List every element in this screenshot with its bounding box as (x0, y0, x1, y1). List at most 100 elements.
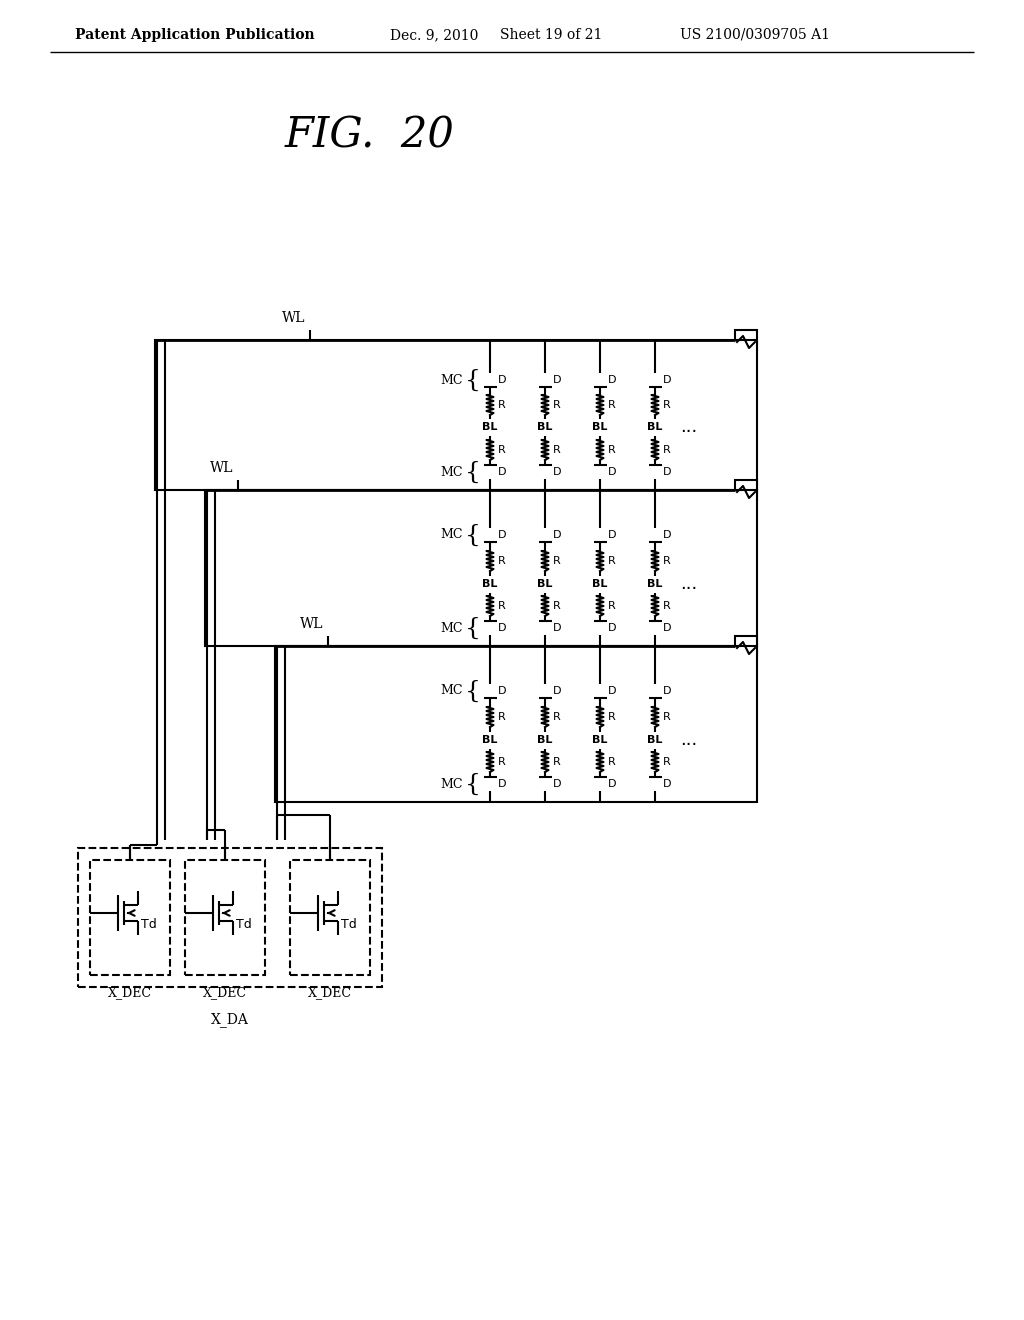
Text: BL: BL (647, 735, 663, 744)
Bar (532, 731, 558, 748)
Text: D: D (498, 779, 507, 789)
Text: {: { (465, 616, 481, 639)
Bar (185, 861, 265, 975)
Text: R: R (553, 400, 561, 411)
Bar (532, 576, 558, 593)
Text: Td: Td (141, 919, 157, 932)
Text: X_DEC: X_DEC (203, 986, 247, 999)
Text: D: D (553, 779, 561, 789)
Text: R: R (608, 556, 615, 566)
Text: R: R (663, 711, 671, 722)
Text: R: R (608, 711, 615, 722)
Text: R: R (498, 601, 506, 611)
Text: BL: BL (647, 422, 663, 432)
Bar (532, 418, 558, 436)
Text: X_DA: X_DA (211, 1012, 249, 1027)
Text: R: R (663, 756, 671, 767)
Text: D: D (608, 375, 616, 385)
Text: R: R (608, 445, 615, 455)
Text: BL: BL (538, 422, 553, 432)
Bar (735, 330, 757, 350)
Text: Td: Td (236, 919, 252, 932)
Text: MC: MC (440, 374, 463, 387)
Text: X_DEC: X_DEC (308, 986, 352, 999)
Bar (587, 418, 613, 436)
Text: BL: BL (647, 579, 663, 589)
Text: D: D (498, 467, 507, 477)
Bar (642, 731, 668, 748)
Bar (275, 645, 757, 803)
Text: D: D (498, 623, 507, 634)
Text: R: R (553, 556, 561, 566)
Text: D: D (663, 779, 672, 789)
Bar (642, 576, 668, 593)
Bar (477, 576, 503, 593)
Text: D: D (553, 623, 561, 634)
Text: WL: WL (299, 616, 323, 631)
Text: R: R (498, 556, 506, 566)
Text: D: D (608, 686, 616, 696)
Text: BL: BL (592, 422, 607, 432)
Text: D: D (663, 686, 672, 696)
Text: {: { (465, 368, 481, 392)
Bar (642, 418, 668, 436)
Bar (477, 418, 503, 436)
Text: D: D (553, 686, 561, 696)
Text: {: { (465, 524, 481, 546)
Text: US 2100/0309705 A1: US 2100/0309705 A1 (680, 28, 830, 42)
Text: R: R (608, 400, 615, 411)
Text: D: D (608, 467, 616, 477)
Text: BL: BL (538, 579, 553, 589)
Text: FIG.  20: FIG. 20 (285, 114, 455, 156)
Text: R: R (663, 400, 671, 411)
Text: {: { (465, 772, 481, 796)
Text: MC: MC (440, 622, 463, 635)
Text: R: R (608, 756, 615, 767)
Text: R: R (498, 756, 506, 767)
Text: R: R (663, 556, 671, 566)
Text: ...: ... (680, 576, 697, 593)
Text: D: D (663, 531, 672, 540)
Text: ...: ... (680, 418, 697, 436)
Text: D: D (663, 467, 672, 477)
Text: Dec. 9, 2010: Dec. 9, 2010 (390, 28, 478, 42)
Text: BL: BL (482, 735, 498, 744)
Text: D: D (498, 686, 507, 696)
Bar (587, 731, 613, 748)
Text: BL: BL (482, 422, 498, 432)
Bar (477, 731, 503, 748)
Bar (205, 490, 757, 645)
Text: R: R (498, 400, 506, 411)
Text: R: R (663, 601, 671, 611)
Text: D: D (498, 531, 507, 540)
Text: R: R (553, 756, 561, 767)
Text: BL: BL (538, 735, 553, 744)
Text: R: R (553, 711, 561, 722)
Text: WL: WL (210, 461, 233, 475)
Text: Patent Application Publication: Patent Application Publication (75, 28, 314, 42)
Bar (90, 861, 170, 975)
Text: R: R (663, 445, 671, 455)
Text: Sheet 19 of 21: Sheet 19 of 21 (500, 28, 602, 42)
Text: D: D (663, 623, 672, 634)
Text: D: D (608, 779, 616, 789)
Text: ...: ... (680, 731, 697, 748)
Text: MC: MC (440, 528, 463, 541)
Text: D: D (498, 375, 507, 385)
Text: D: D (608, 531, 616, 540)
Text: R: R (553, 445, 561, 455)
Text: D: D (608, 623, 616, 634)
Text: Td: Td (341, 919, 356, 932)
Text: MC: MC (440, 685, 463, 697)
Text: D: D (553, 467, 561, 477)
Text: BL: BL (482, 579, 498, 589)
Text: D: D (663, 375, 672, 385)
Text: BL: BL (592, 579, 607, 589)
Text: MC: MC (440, 466, 463, 479)
Text: {: { (465, 461, 481, 483)
Bar (735, 636, 757, 656)
Text: {: { (465, 680, 481, 702)
Text: BL: BL (592, 735, 607, 744)
Bar (155, 341, 757, 490)
Text: WL: WL (282, 312, 305, 325)
